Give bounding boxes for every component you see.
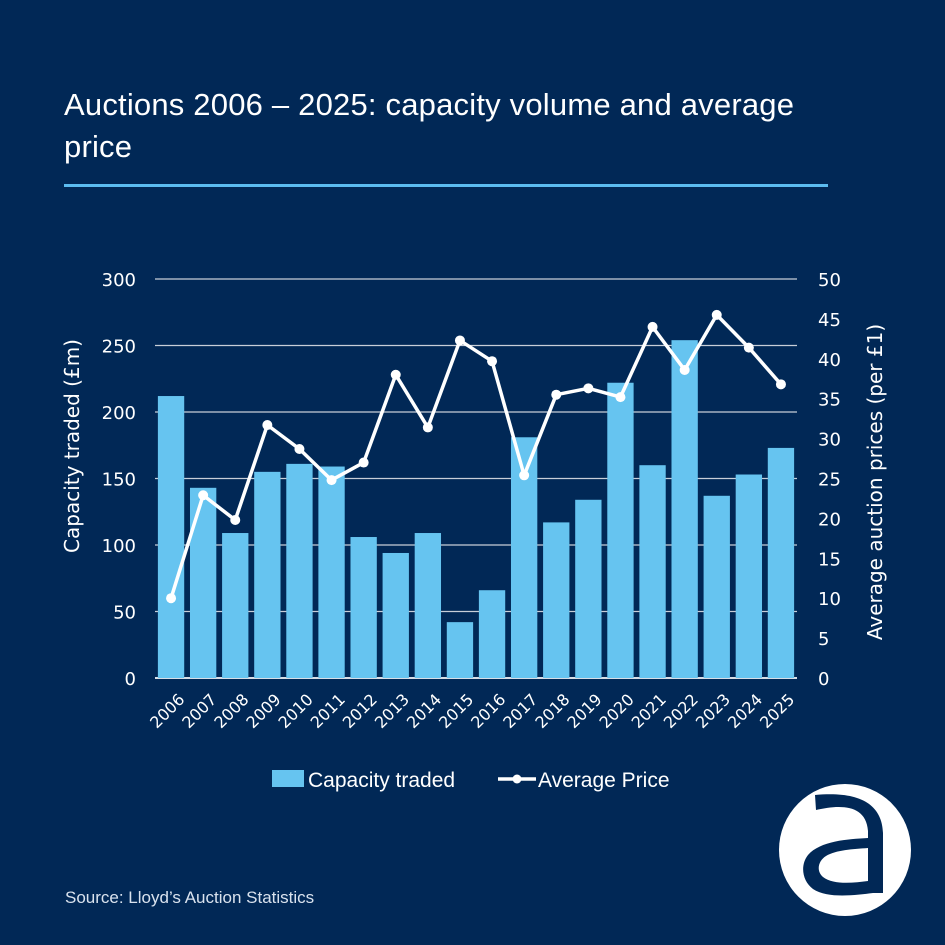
y-tick-label-right: 40 bbox=[818, 350, 841, 371]
price-point-2006 bbox=[166, 593, 177, 604]
price-point-2022 bbox=[679, 364, 690, 375]
y-tick-label-left: 50 bbox=[113, 603, 136, 624]
price-point-2007 bbox=[198, 490, 209, 501]
y-tick-label-right: 15 bbox=[818, 549, 841, 570]
y-tick-label-right: 5 bbox=[818, 629, 829, 650]
y-tick-label-right: 25 bbox=[818, 470, 841, 491]
y-tick-label-left: 100 bbox=[102, 536, 136, 557]
price-point-2009 bbox=[262, 420, 273, 431]
x-tick-label: 2025 bbox=[756, 690, 798, 732]
x-tick-label: 2013 bbox=[371, 690, 413, 732]
y-tick-label-right: 50 bbox=[818, 270, 841, 291]
price-point-2010 bbox=[294, 443, 305, 454]
x-tick-label: 2011 bbox=[307, 690, 349, 732]
average-price-line bbox=[169, 313, 783, 599]
x-tick-label: 2008 bbox=[210, 690, 252, 732]
left-axis: 0 50 100 150 200 250 300 bbox=[102, 270, 136, 690]
price-point-2019 bbox=[583, 383, 594, 394]
bar-2014 bbox=[414, 533, 442, 678]
chart-title: Auctions 2006 – 2025: capacity volume an… bbox=[64, 87, 795, 164]
bar-2020 bbox=[607, 382, 634, 678]
x-tick-label: 2023 bbox=[692, 690, 734, 732]
y-tick-label-left: 150 bbox=[102, 470, 136, 491]
gridlines bbox=[155, 278, 797, 679]
x-tick-label: 2020 bbox=[596, 690, 638, 732]
x-tick-label: 2024 bbox=[724, 690, 766, 732]
bar-2016 bbox=[478, 590, 506, 678]
x-tick-label: 2009 bbox=[242, 690, 284, 732]
x-tick-label: 2007 bbox=[178, 690, 220, 732]
bar-2007 bbox=[189, 487, 217, 678]
price-point-2015 bbox=[454, 335, 465, 346]
y-tick-label-right: 45 bbox=[818, 310, 841, 331]
bar-2022 bbox=[671, 340, 698, 678]
price-point-2023 bbox=[711, 309, 722, 320]
bar-2006 bbox=[157, 396, 185, 678]
bar-2010 bbox=[286, 463, 313, 678]
price-point-2012 bbox=[358, 457, 369, 468]
price-point-2018 bbox=[551, 389, 562, 400]
price-point-2024 bbox=[743, 342, 754, 353]
y-axis-label-left: Capacity traded (£m) bbox=[60, 339, 84, 553]
x-tick-label: 2017 bbox=[499, 690, 541, 732]
y-tick-label-left: 250 bbox=[102, 337, 136, 358]
y-tick-label-right: 30 bbox=[818, 430, 841, 451]
x-tick-label: 2006 bbox=[146, 690, 188, 732]
title-divider bbox=[64, 184, 828, 187]
bar-2019 bbox=[575, 499, 602, 678]
x-tick-label: 2016 bbox=[467, 690, 509, 732]
price-point-2016 bbox=[487, 356, 498, 367]
price-point-2021 bbox=[647, 321, 658, 332]
price-point-2020 bbox=[615, 392, 626, 403]
bar-2012 bbox=[350, 537, 377, 678]
x-tick-label: 2021 bbox=[628, 690, 670, 732]
price-point-2011 bbox=[326, 475, 337, 486]
y-axis-label-right: Average auction prices (per £1) bbox=[863, 324, 887, 640]
x-tick-label: 2015 bbox=[435, 690, 477, 732]
x-tick-label: 2019 bbox=[563, 690, 605, 732]
legend-label-average-price: Average Price bbox=[538, 769, 670, 792]
x-tick-label: 2018 bbox=[531, 690, 573, 732]
y-tick-label-left: 300 bbox=[102, 270, 136, 291]
y-tick-label-right: 10 bbox=[818, 589, 841, 610]
x-tick-label: 2022 bbox=[660, 690, 702, 732]
y-tick-label-right: 35 bbox=[818, 390, 841, 411]
bar-series-capacity-traded bbox=[157, 340, 795, 678]
price-point-2017 bbox=[519, 470, 530, 481]
a-logo-icon bbox=[779, 784, 911, 916]
bar-2011 bbox=[318, 466, 345, 678]
legend: Capacity traded Average Price bbox=[272, 769, 670, 792]
bar-2008 bbox=[222, 533, 249, 678]
y-tick-label-left: 0 bbox=[125, 669, 136, 690]
bar-2021 bbox=[639, 465, 666, 678]
bar-2025 bbox=[767, 447, 795, 678]
x-tick-label: 2010 bbox=[275, 690, 317, 732]
bar-2009 bbox=[254, 471, 281, 678]
bar-2018 bbox=[543, 522, 570, 678]
legend-swatch-capacity-traded bbox=[272, 770, 304, 787]
legend-label-capacity-traded: Capacity traded bbox=[308, 769, 455, 792]
price-point-2013 bbox=[390, 369, 401, 380]
bar-2015 bbox=[446, 622, 474, 678]
x-tick-label: 2014 bbox=[403, 690, 445, 732]
y-tick-label-right: 20 bbox=[818, 509, 841, 530]
price-point-2014 bbox=[422, 422, 433, 433]
source-note: Source: Lloyd’s Auction Statistics bbox=[65, 888, 315, 907]
bar-2013 bbox=[382, 552, 409, 678]
bar-2024 bbox=[735, 474, 763, 678]
price-point-2025 bbox=[775, 379, 786, 390]
x-axis: 2006200720082009201020112012201320142015… bbox=[146, 690, 798, 732]
line-series-average-price bbox=[166, 309, 786, 604]
y-tick-label-right: 0 bbox=[818, 669, 829, 690]
legend-swatch-marker-average-price bbox=[512, 774, 522, 784]
bar-2023 bbox=[703, 495, 730, 678]
x-tick-label: 2012 bbox=[339, 690, 381, 732]
price-point-2008 bbox=[230, 514, 241, 525]
y-tick-label-left: 200 bbox=[102, 403, 136, 424]
right-axis: 0 5 10 15 20 25 30 35 40 45 50 bbox=[818, 270, 841, 690]
